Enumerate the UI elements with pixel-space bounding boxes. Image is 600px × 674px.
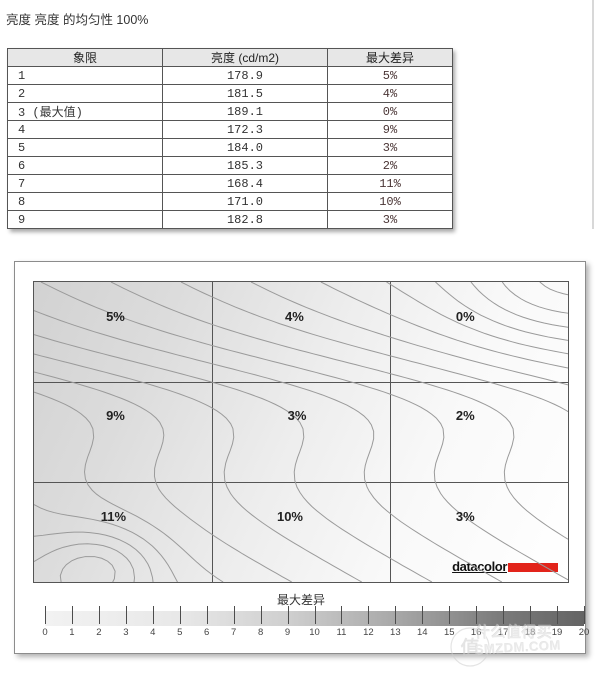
svg-text:值: 值 [460,636,479,659]
